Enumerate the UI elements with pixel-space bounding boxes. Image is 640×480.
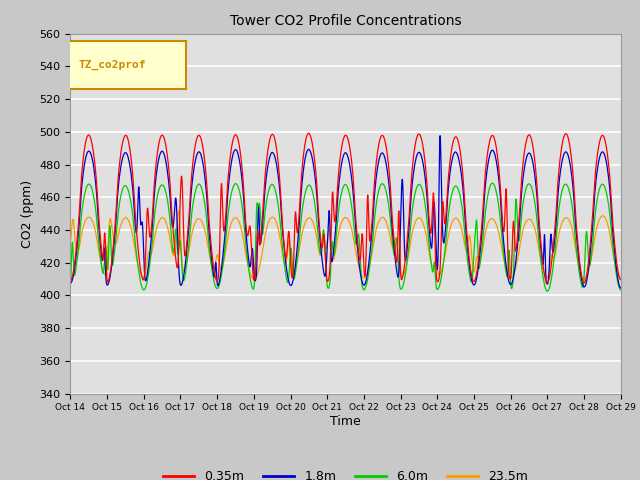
Text: TZ_co2prof: TZ_co2prof — [79, 60, 146, 71]
X-axis label: Time: Time — [330, 415, 361, 428]
FancyBboxPatch shape — [68, 41, 186, 89]
Y-axis label: CO2 (ppm): CO2 (ppm) — [21, 180, 34, 248]
Title: Tower CO2 Profile Concentrations: Tower CO2 Profile Concentrations — [230, 14, 461, 28]
Legend: 0.35m, 1.8m, 6.0m, 23.5m: 0.35m, 1.8m, 6.0m, 23.5m — [158, 465, 533, 480]
